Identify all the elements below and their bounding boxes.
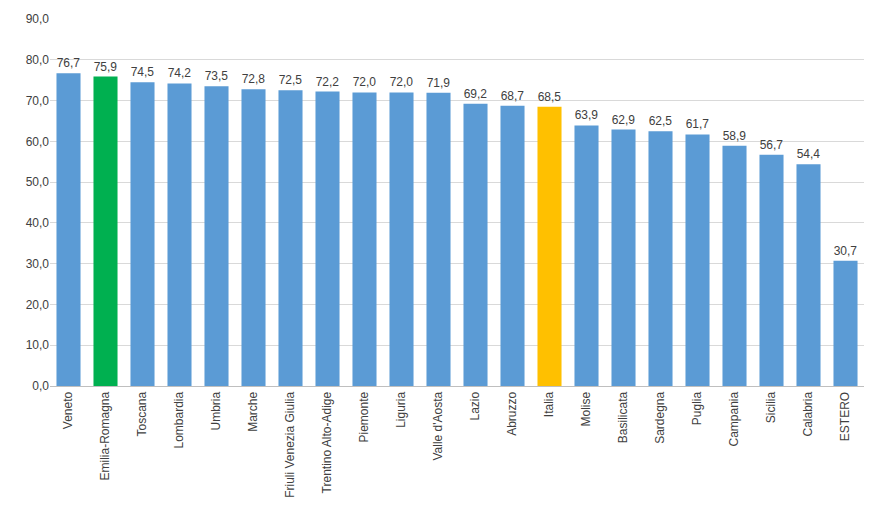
svg-text:69,2: 69,2	[464, 87, 488, 101]
svg-text:Calabria: Calabria	[801, 391, 815, 436]
svg-text:68,7: 68,7	[501, 89, 525, 103]
svg-text:80,0: 80,0	[26, 53, 50, 67]
svg-text:70,0: 70,0	[26, 94, 50, 108]
svg-text:62,9: 62,9	[612, 113, 636, 127]
svg-text:76,7: 76,7	[57, 56, 81, 70]
svg-text:Trentino Alto-Adige: Trentino Alto-Adige	[320, 391, 334, 493]
svg-text:Umbria: Umbria	[209, 391, 223, 430]
svg-text:71,9: 71,9	[427, 76, 451, 90]
svg-text:72,2: 72,2	[316, 75, 340, 89]
svg-text:Piemonte: Piemonte	[357, 391, 371, 442]
svg-text:Veneto: Veneto	[61, 391, 75, 429]
svg-text:0,0: 0,0	[32, 379, 49, 393]
svg-text:68,5: 68,5	[538, 90, 562, 104]
svg-text:Toscana: Toscana	[135, 391, 149, 436]
svg-text:72,8: 72,8	[242, 72, 266, 86]
svg-text:75,9: 75,9	[94, 60, 118, 74]
svg-text:54,4: 54,4	[797, 147, 821, 161]
svg-text:30,7: 30,7	[834, 244, 858, 258]
svg-text:Sicilia: Sicilia	[764, 391, 778, 423]
svg-text:ESTERO: ESTERO	[838, 392, 852, 441]
svg-text:40,0: 40,0	[26, 216, 50, 230]
svg-text:72,5: 72,5	[279, 73, 303, 87]
svg-text:Valle d'Aosta: Valle d'Aosta	[431, 391, 445, 460]
svg-text:Italia: Italia	[542, 391, 556, 417]
svg-text:Friuli Venezia Giulia: Friuli Venezia Giulia	[283, 391, 297, 497]
svg-text:Lombardia: Lombardia	[172, 391, 186, 448]
svg-text:72,0: 72,0	[353, 75, 377, 89]
svg-text:Molise: Molise	[579, 391, 593, 426]
svg-text:56,7: 56,7	[760, 138, 784, 152]
svg-text:72,0: 72,0	[390, 75, 414, 89]
svg-text:60,0: 60,0	[26, 135, 50, 149]
svg-text:Liguria: Liguria	[394, 391, 408, 427]
svg-text:Puglia: Puglia	[690, 391, 704, 425]
svg-text:Marche: Marche	[246, 391, 260, 431]
svg-text:Sardegna: Sardegna	[653, 391, 667, 443]
svg-text:74,5: 74,5	[131, 65, 155, 79]
svg-text:Lazio: Lazio	[468, 391, 482, 420]
svg-text:58,9: 58,9	[723, 129, 747, 143]
svg-text:74,2: 74,2	[168, 66, 192, 80]
svg-text:20,0: 20,0	[26, 298, 50, 312]
svg-text:90,0: 90,0	[26, 12, 50, 26]
svg-text:Basilicata: Basilicata	[616, 391, 630, 443]
svg-text:50,0: 50,0	[26, 175, 50, 189]
svg-text:63,9: 63,9	[575, 108, 599, 122]
svg-text:73,5: 73,5	[205, 69, 229, 83]
svg-text:Campania: Campania	[727, 391, 741, 446]
svg-text:Abruzzo: Abruzzo	[505, 391, 519, 435]
svg-text:62,5: 62,5	[649, 114, 673, 128]
svg-text:10,0: 10,0	[26, 338, 50, 352]
svg-text:61,7: 61,7	[686, 117, 710, 131]
svg-text:30,0: 30,0	[26, 257, 50, 271]
svg-text:Emilia-Romagna: Emilia-Romagna	[98, 391, 112, 480]
